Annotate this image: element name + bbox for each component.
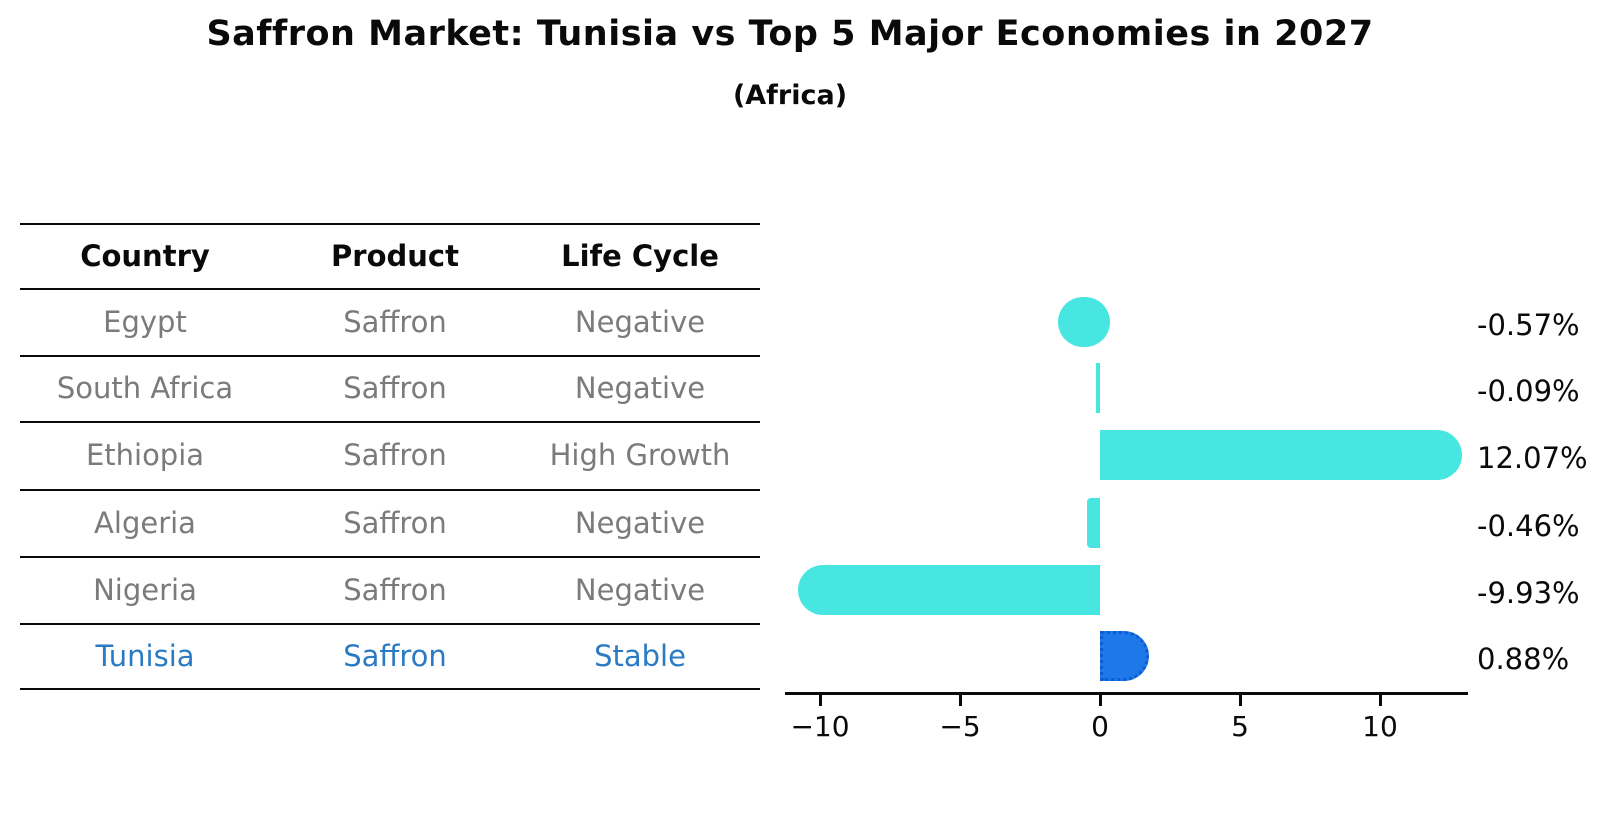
cell-saffron: Saffron	[343, 371, 447, 405]
x-axis-tick-label-0: 0	[1091, 710, 1109, 743]
table-rule	[20, 556, 760, 558]
cell-negative: Negative	[574, 505, 706, 540]
column-header-country: Country	[80, 238, 210, 273]
cell-saffron: Saffron	[343, 304, 447, 339]
x-axis-line	[785, 692, 1468, 695]
cell-tunisia: Tunisia	[95, 638, 195, 673]
bar-egypt	[1058, 296, 1110, 347]
table-rule	[20, 421, 760, 423]
x-axis-tick-0	[1099, 695, 1102, 706]
table-rule	[20, 355, 760, 357]
cell-high-growth: High Growth	[549, 438, 731, 472]
cell-nigeria: Nigeria	[93, 572, 197, 607]
cell-egypt: Egypt	[103, 304, 187, 339]
table-rule	[20, 489, 760, 491]
table-row-south-africa: South Africa Saffron Negative	[20, 355, 760, 421]
cell-saffron: Saffron	[343, 572, 447, 607]
cell-saffron: Saffron	[343, 638, 447, 673]
value-label-ethiopia: 12.07%	[1477, 441, 1588, 475]
cell-saffron: Saffron	[343, 438, 447, 472]
table-row-nigeria: Nigeria Saffron Negative	[20, 556, 760, 623]
x-axis-tick--5	[959, 695, 962, 706]
bar-algeria	[1087, 497, 1100, 548]
table-row-egypt: Egypt Saffron Negative	[20, 288, 760, 355]
x-axis-tick-5	[1239, 695, 1242, 706]
chart-title: Saffron Market: Tunisia vs Top 5 Major E…	[206, 14, 1374, 54]
x-axis-tick--10	[819, 695, 822, 706]
cell-south-africa: South Africa	[56, 371, 234, 405]
value-label-algeria: -0.46%	[1477, 508, 1580, 543]
table-header-row: Country Product Life Cycle	[20, 223, 760, 288]
bar-ethiopia	[1100, 430, 1462, 480]
cell-stable: Stable	[594, 638, 686, 673]
bar-nigeria	[797, 564, 1100, 615]
x-axis-tick-label-10: 10	[1362, 710, 1398, 743]
cell-negative: Negative	[574, 572, 706, 607]
table-row-ethiopia: Ethiopia Saffron High Growth	[20, 421, 760, 489]
bar-south-africa	[1096, 363, 1101, 413]
cell-algeria: Algeria	[94, 505, 196, 540]
table-rule	[20, 688, 760, 690]
bar-tunisia	[1100, 630, 1149, 681]
cell-ethiopia: Ethiopia	[85, 438, 205, 472]
x-axis-tick-label--5: −5	[939, 710, 981, 743]
x-axis-tick-10	[1379, 695, 1382, 706]
cell-negative: Negative	[574, 371, 706, 405]
value-label-tunisia: 0.88%	[1477, 641, 1570, 676]
table-row-algeria: Algeria Saffron Negative	[20, 489, 760, 556]
table-rule	[20, 288, 760, 290]
x-axis-tick-label-5: 5	[1231, 710, 1249, 743]
cell-saffron: Saffron	[343, 505, 447, 540]
column-header-product: Product	[331, 238, 459, 273]
chart-subtitle: (Africa)	[732, 80, 848, 111]
value-label-egypt: -0.57%	[1477, 307, 1580, 342]
cell-negative: Negative	[574, 304, 706, 339]
value-label-south-africa: -0.09%	[1477, 374, 1580, 408]
table-row-tunisia: Tunisia Saffron Stable	[20, 623, 760, 688]
table-rule	[20, 623, 760, 625]
table-rule	[20, 223, 760, 225]
value-label-nigeria: -9.93%	[1477, 575, 1580, 610]
column-header-life-cycle: Life Cycle	[561, 238, 719, 273]
x-axis-tick-label--10: −10	[790, 710, 850, 743]
